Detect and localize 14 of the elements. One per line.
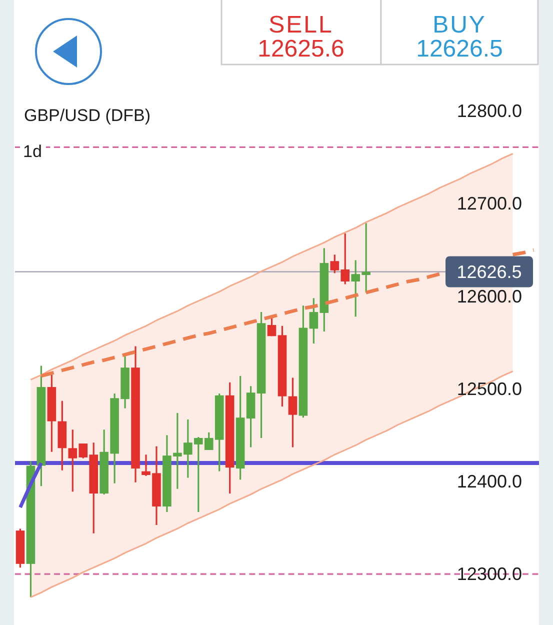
ref-line-label: 12626.5 [456,262,522,282]
text: GBP/USD (DFB) [24,106,151,125]
y-tick-label: 12500.0 [456,378,522,399]
annotation: 12626.5 [416,36,503,62]
annotation: 1d [23,142,42,161]
y-tick-label: 12400.0 [456,471,522,492]
y-tick-label: 12800.0 [456,101,522,122]
y-tick-label: 12600.0 [456,286,522,306]
y-tick-label: 12300.0 [456,564,522,584]
annotation: BUY [432,12,486,38]
annotation: 12625.6 [258,36,344,62]
y-tick-label: 12700.0 [456,194,522,214]
price-tag: 12626.5 [446,256,533,288]
annotation: SELL [268,12,334,38]
